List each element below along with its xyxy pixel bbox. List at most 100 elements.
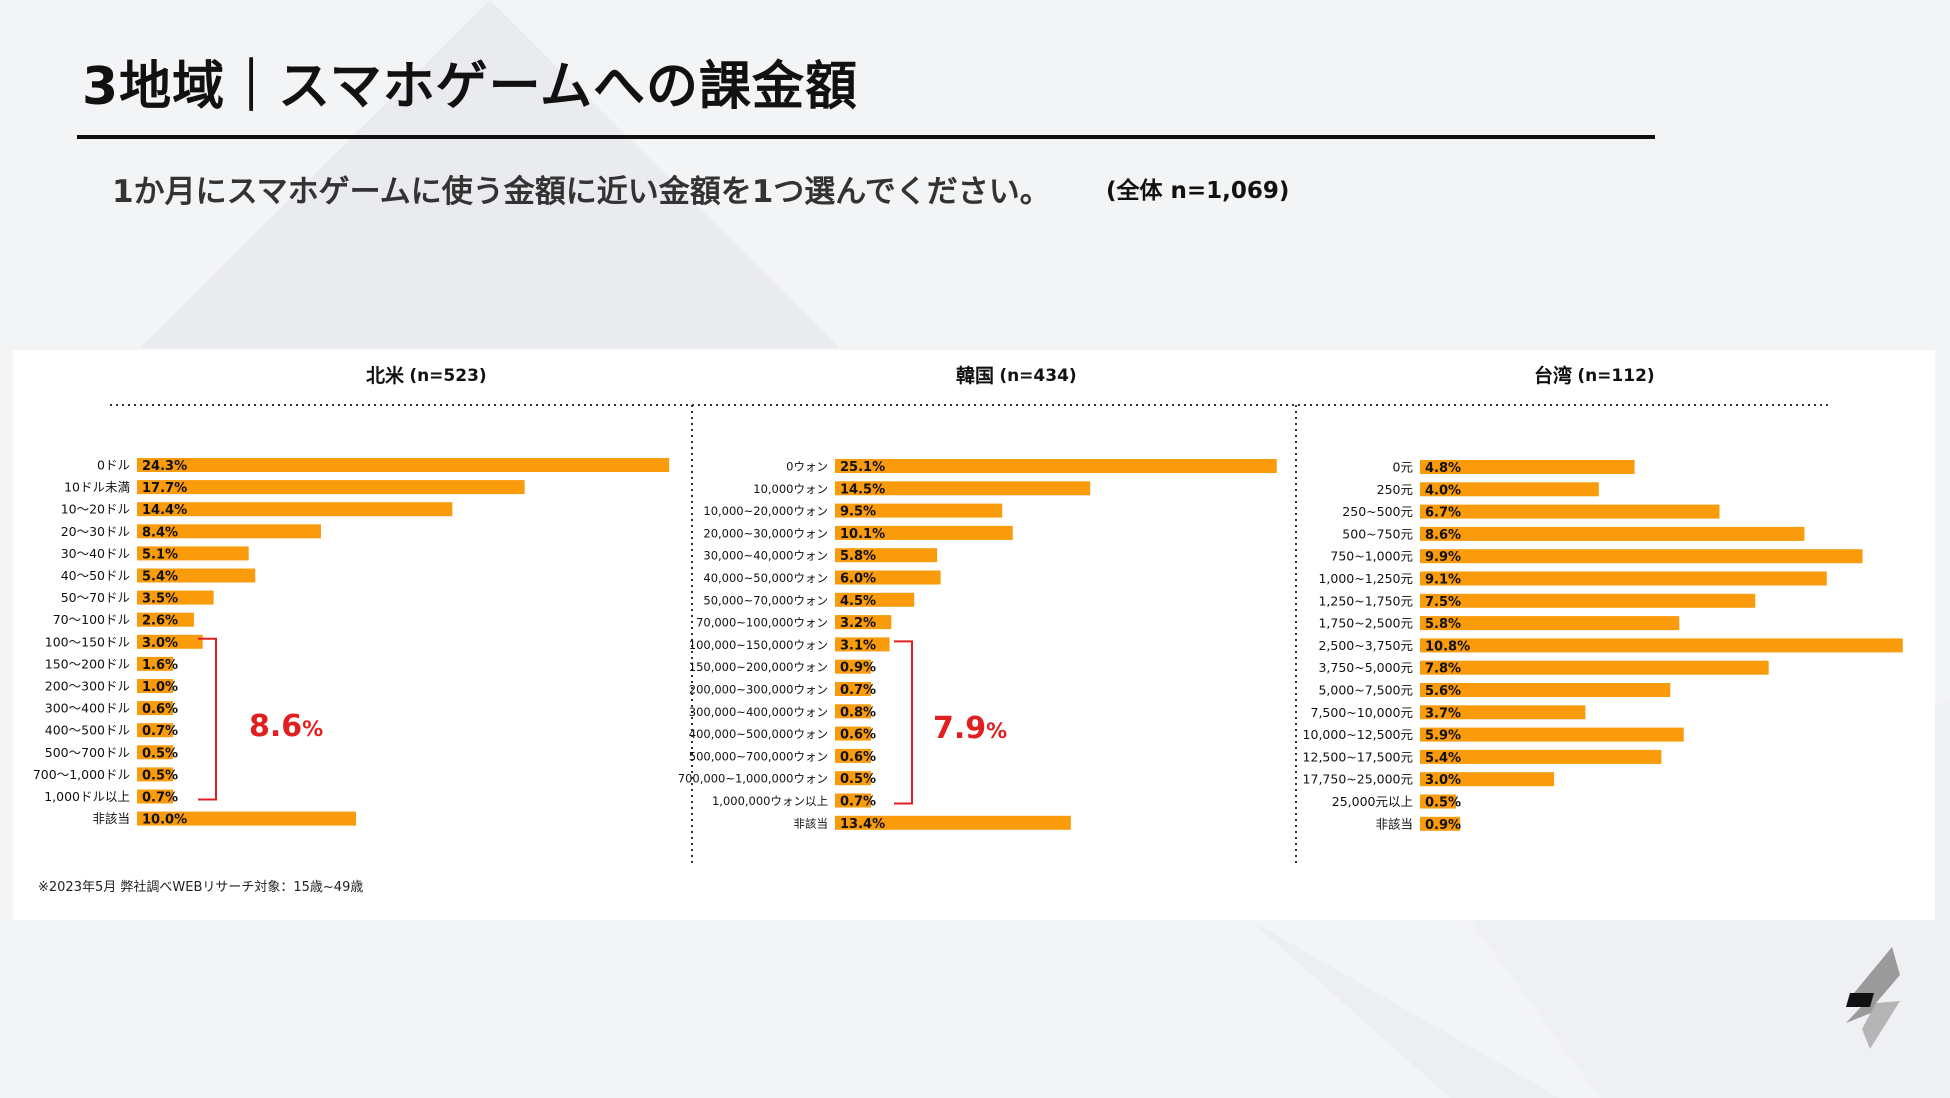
category-label: 5,000~7,500元 [1318, 683, 1413, 698]
bar [1420, 660, 1769, 675]
value-label: 13.4% [840, 817, 885, 832]
value-label: 0.5% [142, 746, 178, 761]
category-label: 0元 [1393, 460, 1413, 475]
category-label: 非該当 [794, 816, 829, 830]
bar [137, 679, 173, 693]
value-label: 0.5% [142, 768, 178, 783]
bar [1420, 727, 1684, 742]
range-bracket [198, 637, 217, 801]
value-label: 0.7% [142, 791, 178, 806]
category-label: 300,000~400,000ウォン [689, 705, 828, 719]
value-label: 8.6% [1425, 528, 1461, 543]
value-label: 1.0% [142, 680, 178, 695]
bar [1420, 526, 1805, 541]
value-label: 5.8% [840, 549, 876, 564]
value-label: 10.0% [142, 813, 187, 828]
value-label: 0.8% [840, 705, 876, 720]
bar [1420, 593, 1756, 608]
range-bracket [894, 640, 913, 805]
category-label: 100,000~150,000ウォン [689, 638, 828, 652]
bar [835, 459, 1277, 473]
category-label: 300～400ドル [45, 701, 130, 716]
category-label: 500~750元 [1342, 526, 1413, 541]
category-label: 40,000~50,000ウォン [703, 571, 828, 585]
bar [1420, 683, 1671, 697]
category-label: 0ウォン [786, 460, 828, 474]
value-label: 3.0% [142, 636, 178, 651]
category-label: 10～20ドル [61, 502, 130, 517]
title-divider [77, 135, 1655, 139]
total-sample-size: (全体 n=1,069) [1106, 178, 1290, 204]
category-label: 400,000~500,000ウォン [689, 727, 828, 741]
bar [835, 771, 871, 786]
category-label: 30,000~40,000ウォン [703, 549, 828, 563]
category-label: 17,750~25,000元 [1303, 772, 1413, 787]
value-label: 7.5% [1425, 595, 1461, 610]
value-label: 7.8% [1425, 662, 1461, 677]
bar [137, 811, 356, 826]
category-label: 非該当 [1375, 816, 1413, 831]
category-label: 10,000~20,000ウォン [703, 504, 828, 518]
value-label: 17.7% [142, 481, 187, 496]
bar [1420, 571, 1827, 586]
category-label: 20～30ドル [61, 524, 130, 539]
value-label: 10.8% [1425, 639, 1470, 654]
bar [835, 637, 890, 652]
bar [835, 793, 871, 808]
bar [1420, 749, 1662, 764]
bar [137, 701, 173, 716]
value-label: 0.5% [1425, 796, 1461, 811]
page-title: 3地域｜スマホゲームへの課金額 [82, 57, 859, 117]
category-label: 100～150ドル [45, 634, 130, 649]
category-label: 750~1,000元 [1330, 549, 1413, 564]
bar [835, 726, 871, 741]
bar [835, 682, 871, 696]
bar [835, 548, 938, 563]
category-label: 200～300ドル [45, 679, 130, 694]
value-label: 5.9% [1425, 729, 1461, 744]
category-label: 150,000~200,000ウォン [689, 660, 828, 674]
bar [137, 458, 670, 472]
brand-logo-icon [1846, 947, 1900, 1049]
value-label: 0.6% [840, 750, 876, 765]
category-label: 25,000元以上 [1332, 794, 1413, 809]
footnote: ※2023年5月 弊社調べWEBリサーチ対象：15歳~49歳 [38, 880, 364, 895]
value-label: 0.5% [840, 772, 876, 787]
value-label: 3.0% [1425, 773, 1461, 788]
bar [835, 615, 892, 630]
value-label: 9.9% [1425, 550, 1461, 565]
bracket-total-label: 7.9% [933, 711, 1007, 746]
value-label: 24.3% [142, 459, 187, 474]
value-label: 25.1% [840, 460, 885, 475]
bar [835, 525, 1013, 540]
value-label: 4.8% [1425, 461, 1461, 476]
category-label: 1,750~2,500元 [1318, 616, 1413, 631]
value-label: 0.7% [840, 683, 876, 698]
category-label: 1,000,000ウォン以上 [712, 794, 828, 808]
bar [1420, 794, 1456, 809]
region-title: 韓国 [956, 364, 994, 387]
category-label: 12,500~17,500元 [1303, 749, 1413, 764]
bar [1420, 549, 1863, 564]
value-label: 5.4% [142, 570, 178, 585]
value-label: 0.9% [840, 661, 876, 676]
value-label: 9.1% [1425, 573, 1461, 588]
value-label: 3.2% [840, 616, 876, 631]
value-label: 14.5% [840, 482, 885, 497]
bar [1420, 638, 1903, 653]
category-label: 3,750~5,000元 [1318, 660, 1413, 675]
category-label: 2,500~3,750元 [1318, 638, 1413, 653]
bar [137, 767, 173, 782]
value-label: 0.6% [840, 728, 876, 743]
bar [1420, 460, 1635, 474]
value-label: 0.9% [1425, 818, 1461, 833]
bar [137, 745, 173, 760]
bar [137, 546, 249, 561]
value-label: 4.5% [840, 594, 876, 609]
category-label: 1,000~1,250元 [1318, 571, 1413, 586]
bar [835, 570, 941, 585]
category-label: 10,000ウォン [753, 482, 828, 496]
value-label: 5.4% [1425, 751, 1461, 766]
region-title: 台湾 [1534, 364, 1572, 387]
category-label: 7,500~10,000元 [1311, 705, 1414, 720]
